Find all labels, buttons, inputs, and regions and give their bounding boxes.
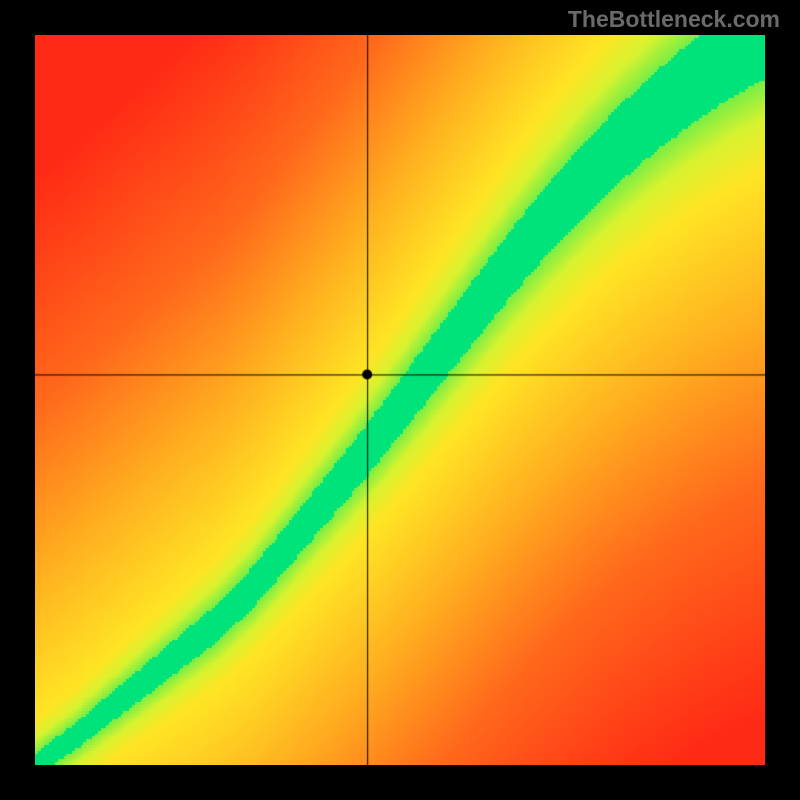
bottleneck-heatmap [35,35,765,765]
chart-container: TheBottleneck.com [0,0,800,800]
watermark-text: TheBottleneck.com [568,6,780,33]
